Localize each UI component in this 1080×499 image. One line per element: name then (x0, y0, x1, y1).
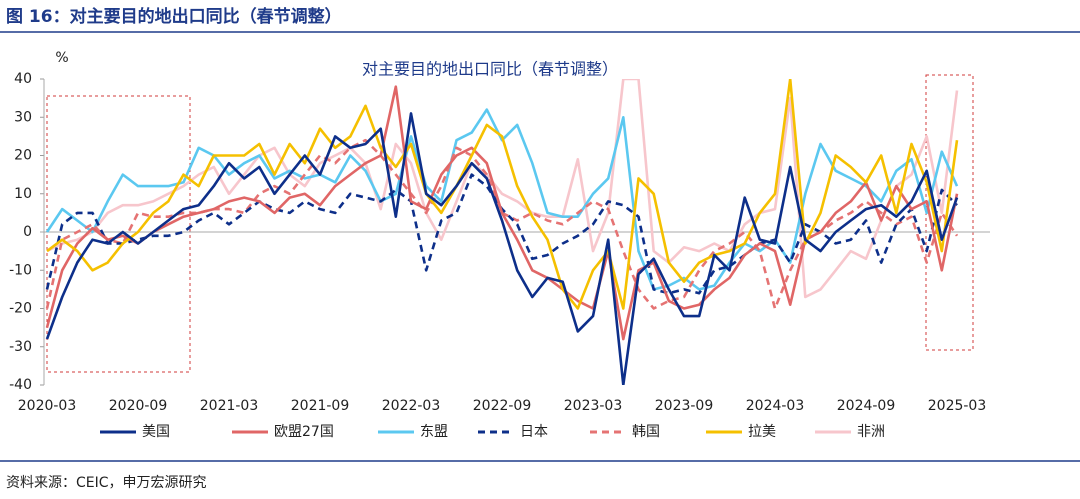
x-tick-label: 2021-09 (291, 398, 350, 414)
x-tick-label: 2020-03 (18, 398, 77, 414)
x-tick-label: 2020-09 (109, 398, 168, 414)
x-tick-label: 2023-03 (564, 398, 623, 414)
legend-label: 美国 (142, 424, 170, 440)
series-line (46, 79, 959, 310)
plot-area (45, 79, 959, 385)
x-tick-label: 2021-03 (200, 398, 259, 414)
y-tick-label: 0 (23, 224, 32, 240)
y-tick-label: 10 (14, 186, 32, 202)
x-tick-label: 2024-03 (746, 398, 805, 414)
source-note: 资料来源：CEIC，申万宏源研究 (6, 475, 207, 491)
figure-title: 图 16：对主要目的地出口同比（春节调整） (6, 6, 342, 27)
y-tick-label: -10 (9, 262, 32, 278)
y-tick-label: -30 (9, 339, 32, 355)
x-tick-label: 2025-03 (928, 398, 987, 414)
x-tick-label: 2024-09 (837, 398, 896, 414)
y-tick-label: -20 (9, 301, 32, 317)
y-tick-label: 30 (14, 109, 32, 125)
legend-label: 韩国 (632, 424, 660, 440)
legend-label: 非洲 (857, 424, 885, 440)
legend-label: 日本 (520, 424, 548, 440)
y-tick-label: 20 (14, 148, 32, 164)
legend-label: 东盟 (420, 424, 448, 440)
y-axis-label: % (55, 50, 68, 66)
chart-title: 对主要目的地出口同比（春节调整） (362, 60, 618, 79)
x-tick-label: 2022-03 (382, 398, 441, 414)
x-tick-label: 2023-09 (655, 398, 714, 414)
series-line (46, 79, 959, 299)
x-tick-label: 2022-09 (473, 398, 532, 414)
legend-label: 拉美 (748, 424, 776, 440)
y-tick-label: 40 (14, 71, 32, 87)
series-line (45, 112, 959, 385)
y-tick-label: -40 (9, 377, 32, 393)
legend-label: 欧盟27国 (274, 424, 334, 440)
